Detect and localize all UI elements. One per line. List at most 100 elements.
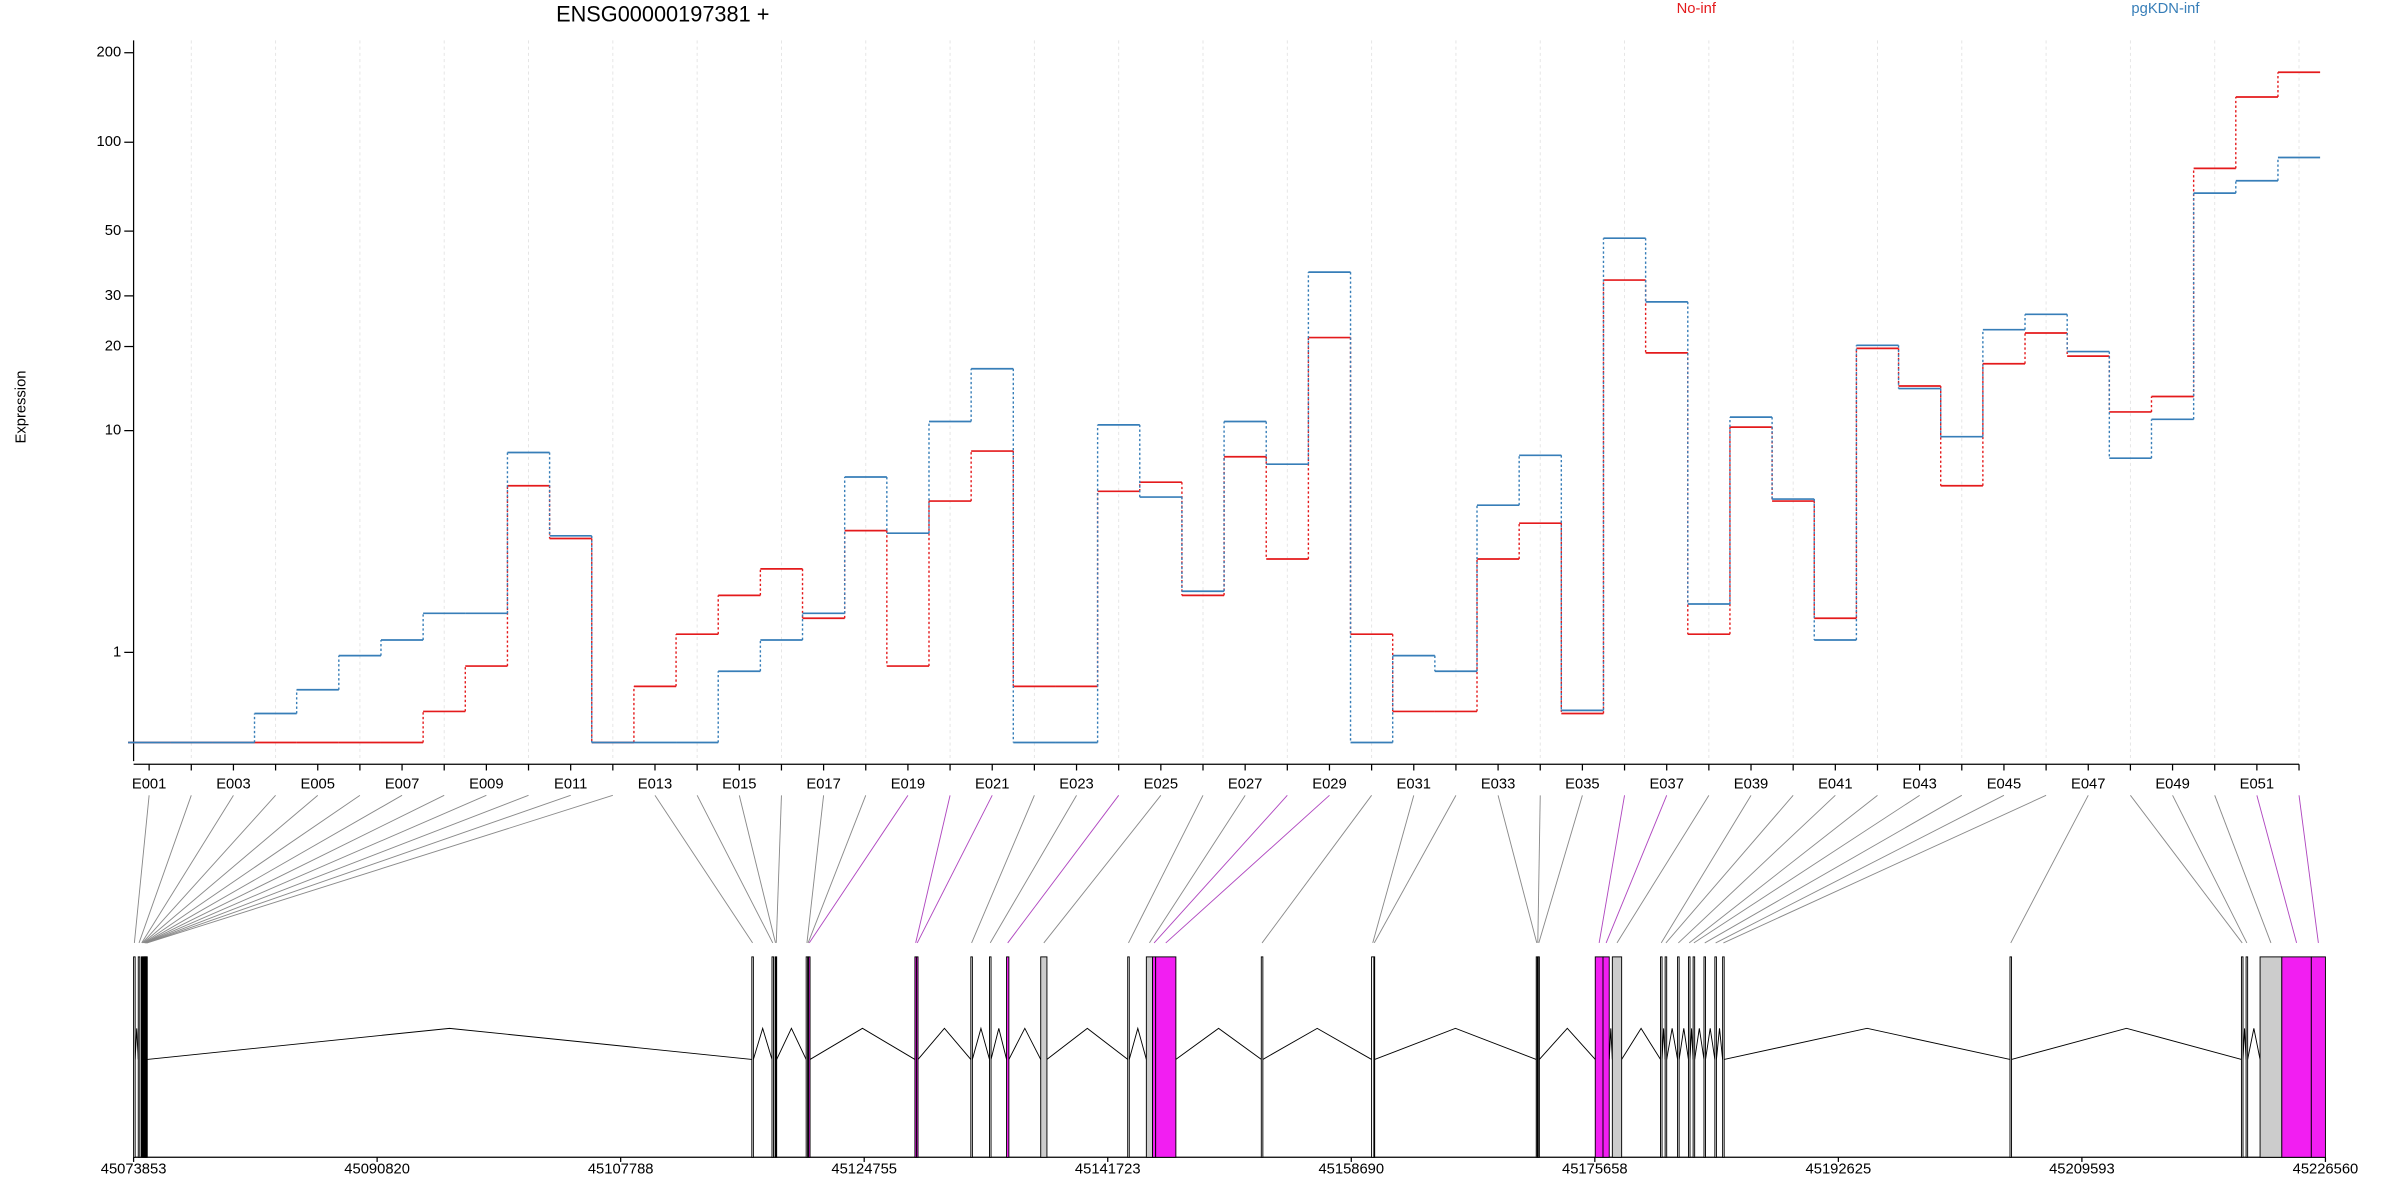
y-axis-label: Expression bbox=[14, 371, 30, 444]
exon bbox=[2240, 956, 2244, 1158]
exon bbox=[1260, 956, 1264, 1158]
intron bbox=[1666, 1028, 1679, 1060]
y-tick-label: 100 bbox=[97, 134, 122, 150]
intron bbox=[1128, 1026, 1147, 1060]
exon-connector bbox=[808, 795, 909, 944]
exon bbox=[133, 956, 136, 1158]
x-tick-label: E047 bbox=[2071, 776, 2105, 792]
exon bbox=[808, 956, 811, 1158]
exon-connector bbox=[971, 795, 1035, 944]
exon-connector bbox=[144, 794, 445, 944]
x-tick-label: E039 bbox=[1734, 776, 1768, 792]
x-tick-label: E001 bbox=[132, 776, 166, 792]
exon-connector bbox=[1538, 795, 1583, 944]
intron bbox=[809, 1027, 916, 1060]
x-tick-label: E031 bbox=[1397, 776, 1431, 792]
exon-connector bbox=[696, 795, 774, 944]
intron bbox=[1175, 1027, 1262, 1060]
y-tick-label: 200 bbox=[97, 45, 122, 61]
exon-connector bbox=[1616, 795, 1710, 944]
x-tick-label: E007 bbox=[385, 776, 419, 792]
exon bbox=[1040, 956, 1048, 1158]
x-tick-label: E035 bbox=[1565, 776, 1599, 792]
genomic-tick-label: 45090820 bbox=[344, 1162, 410, 1178]
exon-connector bbox=[1373, 795, 1457, 944]
x-tick-label: E009 bbox=[469, 776, 503, 792]
exon bbox=[1714, 956, 1717, 1158]
x-tick-label: E023 bbox=[1059, 776, 1093, 792]
exon bbox=[771, 956, 775, 1158]
exon bbox=[1692, 956, 1696, 1158]
exon-connector bbox=[2298, 795, 2319, 943]
y-tick-label: 1 bbox=[113, 644, 121, 660]
x-tick-label: E029 bbox=[1312, 776, 1346, 792]
x-tick-label: E013 bbox=[638, 776, 672, 792]
legend-label: pgKDN-inf bbox=[2131, 1, 2200, 17]
exon bbox=[1373, 956, 1376, 1158]
exon-connector bbox=[2256, 795, 2298, 944]
intron bbox=[1046, 1027, 1128, 1060]
y-tick-label: 20 bbox=[105, 338, 121, 354]
exon bbox=[2310, 956, 2326, 1158]
intron bbox=[2247, 1028, 2261, 1060]
exon bbox=[775, 956, 778, 1158]
exon-connector bbox=[916, 795, 993, 944]
x-tick-label: E041 bbox=[1818, 776, 1852, 792]
x-tick-label: E049 bbox=[2155, 776, 2189, 792]
x-tick-label: E017 bbox=[806, 776, 840, 792]
exon-connector bbox=[1678, 795, 1836, 944]
intron bbox=[971, 1026, 990, 1060]
x-tick-label: E015 bbox=[722, 776, 756, 792]
genomic-tick-label: 45073853 bbox=[101, 1162, 167, 1178]
exon-connector bbox=[1605, 795, 1668, 944]
exon bbox=[1687, 956, 1691, 1158]
exon-connector bbox=[738, 795, 776, 944]
exon-connector bbox=[1165, 794, 1330, 944]
exon-connector bbox=[1715, 794, 2005, 944]
exon bbox=[2281, 956, 2312, 1158]
intron bbox=[917, 1027, 972, 1060]
intron bbox=[147, 1027, 752, 1060]
x-tick-label: E027 bbox=[1228, 776, 1262, 792]
x-tick-label: E025 bbox=[1144, 776, 1178, 792]
intron bbox=[1374, 1027, 1537, 1060]
exon bbox=[989, 956, 992, 1158]
genomic-tick-label: 45158690 bbox=[1318, 1162, 1384, 1178]
exon-connector bbox=[1149, 795, 1246, 944]
intron bbox=[1608, 1028, 1613, 1060]
exon bbox=[1145, 956, 1154, 1158]
exon-connector bbox=[145, 794, 529, 944]
x-tick-label: E005 bbox=[301, 776, 335, 792]
exon-connector bbox=[146, 794, 571, 944]
genomic-tick-label: 45209593 bbox=[2049, 1162, 2115, 1178]
exon-connector bbox=[133, 795, 150, 943]
exon bbox=[137, 956, 141, 1158]
exon-connector bbox=[138, 795, 192, 944]
exon bbox=[1660, 956, 1663, 1158]
y-tick-label: 10 bbox=[105, 423, 121, 439]
intron bbox=[1621, 1027, 1661, 1060]
exon-connector bbox=[146, 794, 613, 944]
chart-title: ENSG00000197381 + bbox=[556, 1, 769, 26]
intron bbox=[990, 1028, 1008, 1060]
x-tick-label: E043 bbox=[1902, 776, 1936, 792]
exon-connector bbox=[141, 795, 234, 944]
exon bbox=[1722, 956, 1725, 1158]
exon bbox=[2009, 956, 2013, 1158]
exon bbox=[2245, 956, 2249, 1158]
intron bbox=[2242, 1028, 2247, 1060]
exon-connector bbox=[1537, 795, 1541, 943]
exon-connector bbox=[807, 795, 867, 944]
exon-connector bbox=[1693, 794, 1920, 944]
exon bbox=[1611, 956, 1623, 1158]
x-tick-label: E003 bbox=[216, 776, 250, 792]
intron bbox=[134, 1028, 139, 1060]
intron bbox=[1008, 1027, 1042, 1060]
exon bbox=[1703, 956, 1706, 1158]
exon bbox=[751, 956, 754, 1158]
exon-connector bbox=[1153, 795, 1288, 944]
exon bbox=[1594, 956, 1604, 1158]
x-tick-label: E051 bbox=[2240, 776, 2274, 792]
intron bbox=[1661, 1028, 1666, 1060]
exon-connector bbox=[1007, 795, 1120, 944]
